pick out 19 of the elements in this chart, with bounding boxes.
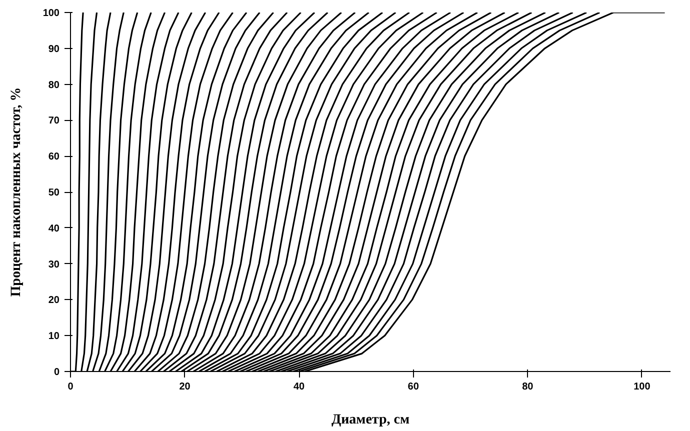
y-tick-label: 20: [48, 295, 60, 306]
x-tick-label: 20: [179, 382, 191, 392]
y-tick-label: 80: [48, 80, 60, 91]
x-axis-title: Диаметр, см: [331, 412, 410, 428]
y-tick-label: 0: [54, 367, 60, 378]
x-tick-label: 40: [294, 382, 306, 392]
y-tick-label: 50: [48, 188, 60, 198]
y-tick-label: 90: [48, 44, 60, 55]
y-axis-title: Процент накопленных частот, %: [8, 87, 24, 297]
y-tick-label: 70: [48, 116, 60, 127]
x-tick-label: 80: [522, 382, 534, 392]
x-tick-label: 60: [408, 382, 420, 392]
x-tick-label: 0: [68, 382, 74, 392]
y-tick-label: 100: [42, 8, 60, 19]
x-tick-label: 100: [634, 382, 651, 392]
y-tick-label: 30: [48, 259, 60, 270]
y-tick-label: 60: [48, 152, 60, 163]
y-tick-label: 40: [48, 223, 60, 234]
y-tick-label: 10: [48, 331, 60, 342]
